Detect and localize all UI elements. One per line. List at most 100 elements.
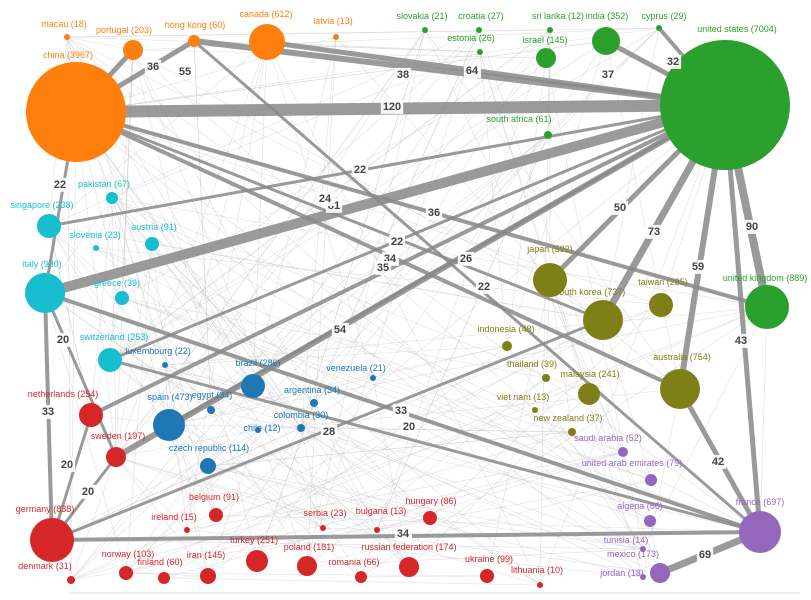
edge-label-bg <box>475 279 493 294</box>
faint-edge <box>75 27 660 113</box>
edge-label: 24 <box>319 193 332 205</box>
faint-edge <box>66 29 551 38</box>
node-label: brazil (286) <box>235 358 280 368</box>
node-label: hungary (86) <box>405 496 456 506</box>
faint-edge <box>360 29 551 578</box>
edge-label: 120 <box>383 101 401 113</box>
faint-edge <box>70 27 660 581</box>
node <box>660 40 790 170</box>
node <box>209 508 223 522</box>
edge-label: 33 <box>395 405 407 417</box>
faint-edge <box>372 377 652 481</box>
edge <box>722 104 763 533</box>
node <box>650 563 670 583</box>
faint-edge <box>424 29 681 390</box>
node-label: turkey (251) <box>230 535 278 545</box>
node-label: belgium (91) <box>189 492 239 502</box>
edge-label-bg <box>457 251 475 266</box>
edge-label-bg <box>374 260 392 275</box>
node-label: venezuela (21) <box>326 363 386 373</box>
node <box>98 348 122 372</box>
node <box>207 406 215 414</box>
node-label: serbia (23) <box>303 508 346 518</box>
node <box>592 27 620 55</box>
faint-edge <box>759 306 768 533</box>
node-label: indonesia (48) <box>477 324 534 334</box>
node-label: india (352) <box>586 11 629 21</box>
faint-edge <box>164 364 661 574</box>
faint-edge <box>360 306 768 578</box>
edge <box>75 110 768 309</box>
node <box>568 428 576 436</box>
faint-edge <box>210 29 551 411</box>
faint-edge <box>207 465 217 516</box>
node <box>30 518 74 562</box>
node <box>200 568 216 584</box>
node <box>67 576 75 584</box>
node <box>79 403 103 427</box>
node <box>153 409 185 441</box>
faint-edge <box>70 306 768 581</box>
faint-edge <box>306 29 426 567</box>
faint-edge <box>186 393 590 531</box>
faint-edge <box>115 456 541 586</box>
node-label: saudi arabia (52) <box>574 433 642 443</box>
node <box>297 424 305 432</box>
node <box>502 341 512 351</box>
node-label: ireland (15) <box>151 512 197 522</box>
node-label: latvia (13) <box>313 16 353 26</box>
faint-edge <box>109 359 362 578</box>
faint-edge <box>109 49 134 361</box>
node <box>162 362 168 368</box>
edge-label-bg <box>599 67 617 82</box>
node <box>106 192 118 204</box>
node <box>106 447 126 467</box>
edge-label-bg <box>611 200 629 215</box>
edge-label: 20 <box>61 459 73 471</box>
faint-edge <box>207 465 431 519</box>
faint-edge <box>51 427 302 541</box>
faint-edge <box>186 451 624 531</box>
node-label: spain (473) <box>147 392 192 402</box>
node-label: sweden (197) <box>91 431 146 441</box>
node-label: slovenia (23) <box>69 230 121 240</box>
node <box>476 27 482 33</box>
edge-label: 22 <box>354 164 366 176</box>
faint-edge <box>75 40 607 113</box>
edge-label: 42 <box>712 456 724 468</box>
node-label: russian federation (174) <box>361 542 456 552</box>
node-label: slovakia (21) <box>396 11 447 21</box>
node-label: united arab emirates (79) <box>582 458 683 468</box>
faint-edge <box>111 51 481 199</box>
node <box>158 572 170 584</box>
faint-edge <box>168 134 549 426</box>
faint-edge <box>322 527 378 531</box>
node-label: bulgaria (13) <box>356 506 407 516</box>
edge-label: 37 <box>602 69 614 81</box>
faint-edge <box>48 225 604 321</box>
faint-edge <box>75 111 302 429</box>
edge-label-bg <box>400 419 418 434</box>
node <box>145 237 159 251</box>
edge-label: 22 <box>391 236 403 248</box>
faint-edge <box>257 429 308 567</box>
node-label: mexico (173) <box>607 549 659 559</box>
background-edges <box>44 27 768 586</box>
faint-edge <box>257 388 681 431</box>
edge-label: 55 <box>179 66 191 78</box>
faint-edge <box>115 49 134 458</box>
node <box>374 527 380 533</box>
faint-edge <box>109 359 254 387</box>
node-label: germany (838) <box>16 504 75 514</box>
faint-edge <box>125 451 624 574</box>
node-label: japan (592) <box>526 244 573 254</box>
node-label: norway (103) <box>102 549 155 559</box>
edge-label-bg <box>388 234 406 249</box>
faint-edge <box>335 36 551 281</box>
node <box>544 131 552 139</box>
faint-edge <box>306 548 644 567</box>
edge-label-bg <box>380 99 404 114</box>
edge-label: 69 <box>699 549 711 561</box>
edge <box>43 292 118 458</box>
